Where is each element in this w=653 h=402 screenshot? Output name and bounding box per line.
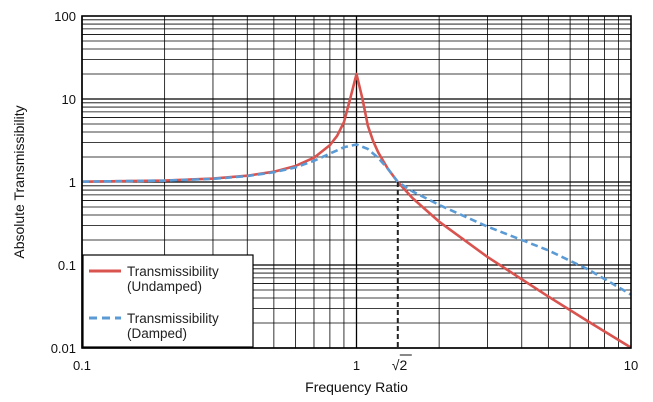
legend-label-undamped-line1: Transmissibility <box>127 264 219 279</box>
sqrt2-marker-label: √2 <box>392 357 408 373</box>
series-line-damped <box>81 143 632 296</box>
legend-label-damped-line1: Transmissibility <box>127 311 219 326</box>
x-tick-label: 10 <box>624 358 638 373</box>
y-axis-label: Absolute Transmissibility <box>11 105 27 258</box>
legend-label-undamped-line2: (Undamped) <box>127 279 202 294</box>
x-axis-label: Frequency Ratio <box>305 379 408 395</box>
y-tick-label: 0.1 <box>58 258 76 273</box>
y-tick-label: 0.01 <box>51 341 76 356</box>
legend: Transmissibility (Undamped) Transmissibi… <box>82 254 254 348</box>
x-tick-label: 0.1 <box>73 358 91 373</box>
y-tick-label: 10 <box>62 92 76 107</box>
tick-labels: 0.1 1 10 0.01 0.1 1 10 100 <box>51 9 639 373</box>
y-tick-label: 1 <box>69 175 76 190</box>
plot-frame <box>81 15 632 349</box>
y-tick-label: 100 <box>54 9 76 24</box>
annotation-layer: √2 <box>392 182 412 373</box>
series-layer <box>81 72 632 349</box>
x-tick-label: 1 <box>353 358 360 373</box>
legend-label-damped-line2: (Damped) <box>127 326 187 341</box>
